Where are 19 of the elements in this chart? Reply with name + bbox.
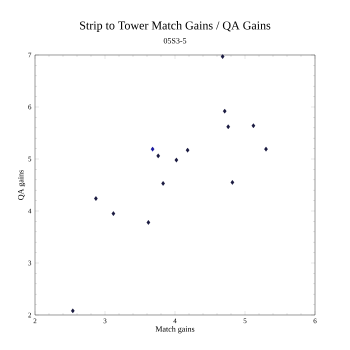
x-axis-title: Match gains: [156, 326, 194, 334]
chart-subtitle: 05S3-5: [164, 38, 186, 44]
point: [186, 148, 190, 153]
point: [226, 124, 230, 130]
point: [230, 180, 234, 185]
point: [94, 196, 98, 201]
point: [220, 54, 224, 59]
point: [156, 153, 160, 158]
point: [112, 211, 116, 216]
point: [222, 108, 227, 114]
point: [161, 181, 165, 186]
chart-title: Strip to Tower Match Gains / QA Gains: [80, 21, 270, 32]
point: [252, 123, 256, 128]
point: [264, 146, 268, 152]
point: [150, 146, 154, 152]
point: [146, 220, 150, 225]
point: [70, 308, 75, 314]
y-axis-title: QA gains: [18, 170, 26, 200]
point: [174, 158, 178, 162]
